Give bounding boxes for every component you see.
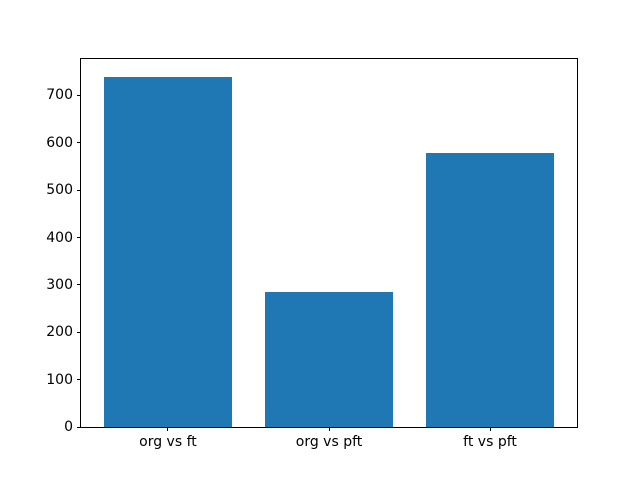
y-tick-label: 500: [46, 182, 73, 199]
bar: [103, 76, 233, 427]
y-tick-label: 100: [46, 371, 73, 388]
y-tick-mark: [77, 94, 81, 96]
x-tick-mark: [489, 427, 491, 431]
y-tick-mark: [77, 189, 81, 191]
y-tick-mark: [77, 142, 81, 144]
y-tick-mark: [77, 284, 81, 286]
x-tick-label: org vs pft: [295, 434, 363, 450]
y-tick-label: 600: [46, 134, 73, 151]
y-tick-label: 200: [46, 324, 73, 341]
y-tick-label: 300: [46, 276, 73, 293]
x-tick-mark: [328, 427, 330, 431]
bar: [264, 292, 394, 427]
y-tick-label: 400: [46, 229, 73, 246]
y-tick-label: 700: [46, 87, 73, 104]
x-tick-mark: [167, 427, 169, 431]
y-tick-mark: [77, 331, 81, 333]
y-tick-mark: [77, 237, 81, 239]
x-tick-label: org vs ft: [139, 434, 197, 450]
bar: [425, 153, 555, 427]
y-tick-mark: [77, 379, 81, 381]
x-tick-label: ft vs pft: [463, 434, 517, 450]
y-tick-label: 0: [64, 419, 73, 435]
plot-area: 0 100 200 300 400 500 600 700 org vs ft org vs p…: [46, 58, 578, 449]
y-tick-mark: [77, 426, 81, 428]
